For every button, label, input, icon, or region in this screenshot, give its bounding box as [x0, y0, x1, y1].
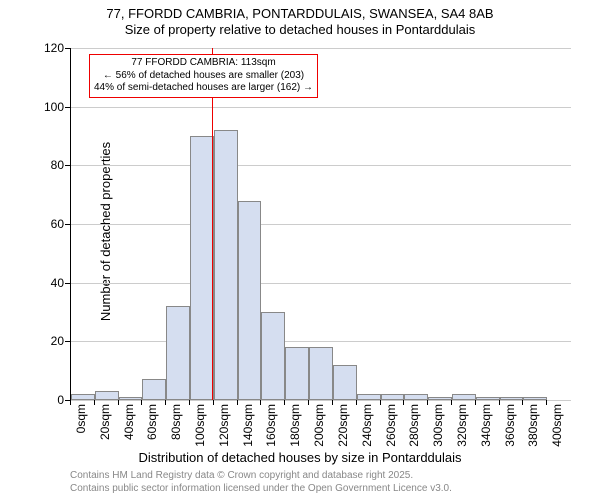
annotation-line: 44% of semi-detached houses are larger (…: [94, 82, 313, 95]
gridline: [71, 341, 571, 342]
x-tick-mark: [118, 400, 119, 405]
histogram-bar: [357, 394, 381, 400]
y-tick-label: 120: [34, 41, 64, 55]
gridline: [71, 283, 571, 284]
annotation-line: 77 FFORDD CAMBRIA: 113sqm: [94, 57, 313, 70]
x-tick-mark: [237, 400, 238, 405]
x-tick-label: 100sqm: [193, 404, 207, 454]
x-tick-label: 20sqm: [98, 404, 112, 454]
x-tick-mark: [141, 400, 142, 405]
gridline: [71, 48, 571, 49]
x-tick-mark: [380, 400, 381, 405]
y-tick-mark: [65, 341, 70, 342]
x-tick-label: 180sqm: [288, 404, 302, 454]
y-tick-label: 0: [34, 393, 64, 407]
x-tick-label: 220sqm: [336, 404, 350, 454]
x-tick-label: 280sqm: [407, 404, 421, 454]
footer-copyright: Contains HM Land Registry data © Crown c…: [70, 470, 413, 481]
y-tick-mark: [65, 107, 70, 108]
reference-line: [212, 48, 213, 400]
gridline: [71, 224, 571, 225]
histogram-bar: [404, 394, 428, 400]
y-tick-mark: [65, 165, 70, 166]
x-tick-label: 360sqm: [503, 404, 517, 454]
x-tick-mark: [94, 400, 95, 405]
histogram-bar: [476, 397, 500, 400]
page-title: 77, FFORDD CAMBRIA, PONTARDDULAIS, SWANS…: [0, 6, 600, 21]
footer-licence: Contains public sector information licen…: [70, 483, 452, 494]
annotation-line: ← 56% of detached houses are smaller (20…: [94, 70, 313, 83]
histogram-bar: [333, 365, 357, 400]
x-tick-mark: [308, 400, 309, 405]
y-tick-label: 100: [34, 100, 64, 114]
x-tick-label: 240sqm: [360, 404, 374, 454]
x-tick-label: 120sqm: [217, 404, 231, 454]
x-tick-label: 260sqm: [384, 404, 398, 454]
plot-area: 77 FFORDD CAMBRIA: 113sqm← 56% of detach…: [70, 48, 571, 401]
x-tick-mark: [284, 400, 285, 405]
y-tick-label: 60: [34, 217, 64, 231]
x-tick-mark: [213, 400, 214, 405]
histogram-bar: [285, 347, 309, 400]
x-tick-label: 320sqm: [455, 404, 469, 454]
x-tick-label: 340sqm: [479, 404, 493, 454]
x-tick-mark: [260, 400, 261, 405]
x-tick-label: 160sqm: [264, 404, 278, 454]
x-tick-mark: [165, 400, 166, 405]
y-tick-mark: [65, 224, 70, 225]
gridline: [71, 107, 571, 108]
histogram-bar: [214, 130, 238, 400]
x-tick-label: 80sqm: [169, 404, 183, 454]
x-tick-mark: [70, 400, 71, 405]
histogram-bar: [500, 397, 524, 400]
y-tick-label: 40: [34, 276, 64, 290]
x-tick-mark: [356, 400, 357, 405]
histogram-bar: [381, 394, 405, 400]
x-tick-mark: [189, 400, 190, 405]
x-tick-mark: [451, 400, 452, 405]
y-tick-label: 80: [34, 158, 64, 172]
histogram-bar: [142, 379, 166, 400]
x-tick-mark: [546, 400, 547, 405]
histogram-bar: [190, 136, 214, 400]
x-tick-mark: [499, 400, 500, 405]
histogram-bar: [95, 391, 119, 400]
histogram-bar: [238, 201, 262, 400]
histogram-bar: [119, 397, 143, 400]
histogram-bar: [71, 394, 95, 400]
histogram-bar: [523, 397, 547, 400]
x-tick-label: 40sqm: [122, 404, 136, 454]
histogram-bar: [452, 394, 476, 400]
gridline: [71, 400, 571, 401]
histogram-bar: [309, 347, 333, 400]
y-tick-label: 20: [34, 334, 64, 348]
x-tick-mark: [427, 400, 428, 405]
x-tick-label: 140sqm: [241, 404, 255, 454]
x-tick-mark: [475, 400, 476, 405]
annotation-box: 77 FFORDD CAMBRIA: 113sqm← 56% of detach…: [89, 54, 318, 98]
gridline: [71, 165, 571, 166]
histogram-bar: [428, 397, 452, 400]
histogram-bar: [166, 306, 190, 400]
x-tick-mark: [332, 400, 333, 405]
y-tick-mark: [65, 48, 70, 49]
x-tick-label: 200sqm: [312, 404, 326, 454]
x-tick-label: 60sqm: [145, 404, 159, 454]
page-subtitle: Size of property relative to detached ho…: [0, 22, 600, 37]
x-tick-mark: [403, 400, 404, 405]
x-tick-label: 0sqm: [74, 404, 88, 454]
x-tick-label: 400sqm: [550, 404, 564, 454]
histogram-bar: [261, 312, 285, 400]
x-tick-mark: [522, 400, 523, 405]
x-tick-label: 300sqm: [431, 404, 445, 454]
y-tick-mark: [65, 283, 70, 284]
x-tick-label: 380sqm: [526, 404, 540, 454]
